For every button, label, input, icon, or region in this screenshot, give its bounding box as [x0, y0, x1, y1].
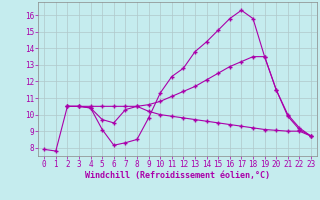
X-axis label: Windchill (Refroidissement éolien,°C): Windchill (Refroidissement éolien,°C) [85, 171, 270, 180]
